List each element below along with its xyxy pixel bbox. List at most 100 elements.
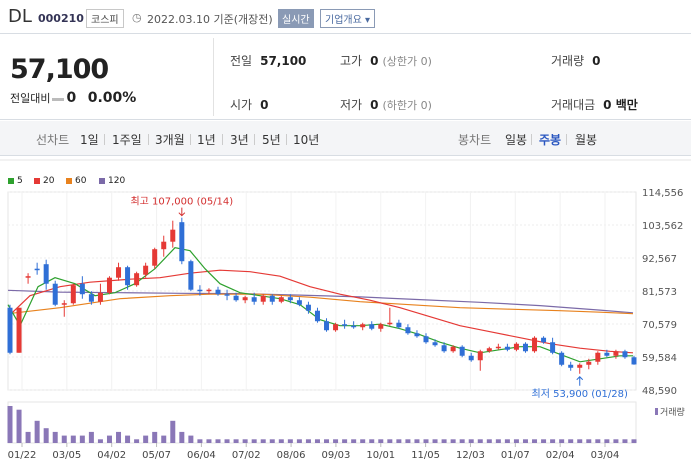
x-tick-label: 08/06 — [277, 450, 306, 461]
tab-1y[interactable]: 1년 — [197, 133, 216, 147]
line-chart-label: 선차트 — [36, 133, 70, 147]
tab-separator — [190, 134, 191, 145]
volume-bar — [559, 439, 565, 443]
volume-bar — [305, 439, 311, 443]
volume-bar — [369, 439, 375, 443]
x-tick-label: 01/07 — [501, 450, 530, 461]
tab-3y[interactable]: 3년 — [230, 133, 249, 147]
volume-bar — [504, 439, 510, 443]
candle-body — [206, 289, 212, 292]
volume-bar — [314, 439, 320, 443]
candle-body — [70, 285, 76, 304]
y-tick-label: 114,556 — [642, 188, 683, 199]
candle-body — [79, 283, 85, 295]
tab-separator — [104, 134, 105, 145]
volume-bar — [70, 435, 76, 443]
candle-body — [541, 337, 547, 343]
candle-body — [559, 352, 565, 365]
candle-body — [378, 324, 384, 329]
candle-body — [287, 297, 293, 301]
candle-body — [450, 346, 456, 352]
x-tick-label: 06/04 — [187, 450, 216, 461]
realtime-button[interactable]: 실시간 — [278, 9, 314, 28]
candle-body — [179, 222, 185, 262]
candle-body — [197, 289, 203, 292]
tab-5y[interactable]: 5년 — [262, 133, 281, 147]
annotation-high: 최고 107,000 (05/14) — [130, 196, 233, 208]
volume-bar — [233, 439, 239, 443]
volume-bar — [541, 439, 547, 443]
candle-body — [595, 352, 601, 362]
change-label: 전일대비 — [10, 92, 51, 105]
tab-monthly[interactable]: 월봉 — [575, 133, 598, 147]
price-change: 전일대비 0 0.00% — [10, 90, 136, 106]
tab-daily[interactable]: 일봉 — [505, 133, 528, 147]
candle-body — [188, 261, 194, 290]
volume-bar — [25, 431, 31, 443]
volume-bar — [242, 439, 248, 443]
x-tick-label: 04/02 — [97, 450, 126, 461]
volume-bar — [595, 439, 601, 443]
candle-body — [52, 283, 58, 305]
candle-body — [622, 351, 628, 358]
y-tick-label: 59,584 — [642, 353, 677, 364]
volume-bar — [106, 435, 112, 443]
volume-bar — [522, 439, 528, 443]
stock-name: DL — [8, 6, 32, 27]
volume-bar — [604, 439, 610, 443]
tab-1w[interactable]: 1주일 — [112, 133, 142, 147]
tab-10y[interactable]: 10년 — [293, 133, 320, 147]
tab-1d[interactable]: 1일 — [80, 133, 99, 147]
candle-body — [513, 343, 519, 350]
company-overview-dropdown[interactable]: 기업개요 ▾ — [320, 9, 375, 28]
volume-legend-swatch — [655, 408, 658, 415]
legend-ma5: 5 — [8, 176, 23, 186]
candle-body — [242, 297, 248, 301]
candle-body — [532, 337, 538, 352]
volume-bar — [125, 435, 131, 443]
candle-body — [486, 348, 492, 352]
candle-body — [405, 327, 411, 334]
candle-body — [586, 361, 592, 365]
candle-body — [604, 352, 610, 356]
volume-frame — [7, 401, 637, 444]
trading-value: 거래대금 0 백만 — [551, 98, 638, 112]
market-badge: 코스피 — [86, 9, 124, 28]
volume-bar — [468, 439, 474, 443]
candle-body — [423, 336, 429, 343]
volume-bar — [450, 439, 456, 443]
candle-body — [260, 295, 266, 302]
candle-body — [613, 351, 619, 356]
tab-3m[interactable]: 3개월 — [155, 133, 185, 147]
flat-icon — [52, 97, 65, 101]
volume-bar — [287, 439, 293, 443]
tab-separator — [148, 134, 149, 145]
volume-bar — [586, 439, 592, 443]
high-price: 고가 0 (상한가 0) — [340, 54, 432, 68]
volume-bar — [360, 439, 366, 443]
volume-bar — [161, 435, 167, 443]
volume-bar — [387, 439, 393, 443]
candle-body — [143, 265, 149, 275]
volume-bar — [16, 409, 22, 443]
volume-bar — [396, 439, 402, 443]
candle-body — [360, 324, 366, 328]
prev-close: 전일 57,100 — [230, 54, 307, 68]
y-tick-label: 70,579 — [642, 320, 677, 331]
volume-bar — [513, 439, 519, 443]
x-tick-label: 11/05 — [411, 450, 440, 461]
candle-body — [161, 241, 167, 250]
tab-separator — [566, 134, 567, 145]
candle-body — [342, 324, 348, 326]
candle-body — [34, 268, 40, 271]
y-tick-label: 103,562 — [642, 221, 683, 232]
volume-bar — [278, 439, 284, 443]
ma5-line — [7, 247, 633, 363]
candle-body — [459, 346, 465, 356]
clock-icon: ◷ — [132, 11, 142, 24]
volume-bar — [568, 439, 574, 443]
y-tick-label: 81,573 — [642, 287, 677, 298]
tab-weekly[interactable]: 주봉 — [539, 133, 562, 147]
candle-body — [387, 322, 393, 325]
